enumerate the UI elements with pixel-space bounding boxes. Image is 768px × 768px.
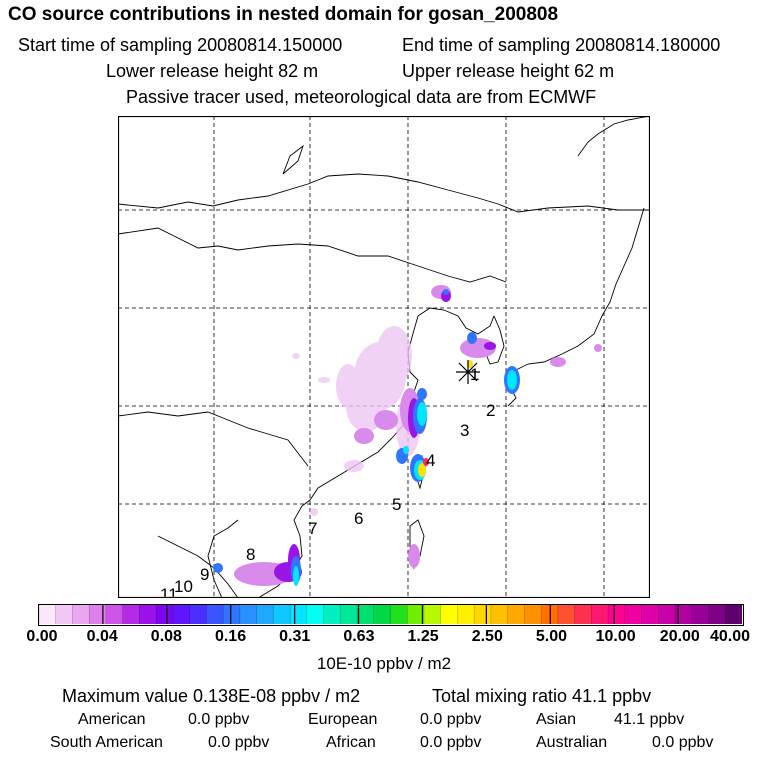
region-european-name: European xyxy=(308,711,378,728)
receptor-label-8: 8 xyxy=(246,545,255,564)
colorbar-cell xyxy=(390,605,408,624)
region-african-value: 0.0 ppbv xyxy=(420,734,482,751)
receptor-marker xyxy=(456,360,480,384)
receptor-label-1: 1 xyxy=(470,365,479,384)
region-american-value: 0.0 ppbv xyxy=(188,711,250,728)
colorbar-cell xyxy=(641,605,659,624)
colorbar xyxy=(38,604,744,626)
colorbar-cell xyxy=(591,605,609,624)
colorbar-cell xyxy=(440,605,459,624)
colorbar-cell xyxy=(691,605,710,624)
region-american-name: American xyxy=(78,711,146,728)
receptor-label-4: 4 xyxy=(426,451,435,470)
colorbar-cell xyxy=(223,605,241,624)
upper-height-label: Upper release height 62 m xyxy=(402,61,615,81)
region-asian-name: Asian xyxy=(536,711,577,728)
colorbar-cell xyxy=(658,605,676,624)
region-european-value: 0.0 ppbv xyxy=(420,711,482,728)
colorbar-cell xyxy=(457,605,475,624)
colorbar-cell xyxy=(39,605,57,624)
total-mixing-ratio: Total mixing ratio 41.1 ppbv xyxy=(432,686,652,706)
region-australian-value: 0.0 ppbv xyxy=(652,734,714,751)
colorbar-cell xyxy=(423,605,442,624)
colorbar-cell xyxy=(172,605,191,624)
colorbar-cell xyxy=(306,605,325,624)
colorbar-cell xyxy=(139,605,157,624)
colorbar-cell xyxy=(122,605,141,624)
tracer-note: Passive tracer used, meteorological data… xyxy=(126,87,597,107)
colorbar-tick-label: 40.00 xyxy=(709,628,751,645)
receptor-label-9: 9 xyxy=(200,565,209,584)
colorbar-cell xyxy=(72,605,90,624)
map-panel: 1 2 3 4 5 6 7 8 9 10 11 xyxy=(118,116,650,598)
colorbar-cell xyxy=(256,605,274,624)
colorbar-cell xyxy=(524,605,542,624)
colorbar-cell xyxy=(708,605,726,624)
colorbar-cell xyxy=(189,605,207,624)
colorbar-cell xyxy=(55,605,74,624)
colorbar-cell xyxy=(725,605,742,624)
receptor-label-5: 5 xyxy=(392,495,401,514)
colorbar-cell xyxy=(290,605,308,624)
colorbar-cell xyxy=(239,605,258,624)
colorbar-tick-label: 10.00 xyxy=(595,628,636,645)
colorbar-cell xyxy=(474,605,492,624)
colorbar-cell xyxy=(675,605,693,624)
receptor-label-10: 10 xyxy=(174,577,193,596)
colorbar-tick-label: 0.16 xyxy=(214,628,247,645)
end-time-label: End time of sampling 20080814.180000 xyxy=(402,35,721,55)
region-asian-value: 41.1 ppbv xyxy=(614,711,685,728)
colorbar-cell xyxy=(373,605,392,624)
colorbar-tick-label: 0.63 xyxy=(343,628,375,645)
region-south-american-value: 0.0 ppbv xyxy=(208,734,270,751)
colorbar-tick-label: 1.25 xyxy=(407,628,439,645)
colorbar-cell xyxy=(156,605,174,624)
colorbar-cell xyxy=(357,605,375,624)
lower-height-label: Lower release height 82 m xyxy=(106,61,319,81)
colorbar-tick-label: 0.00 xyxy=(26,628,58,645)
colorbar-tick-label: 20.00 xyxy=(659,628,700,645)
colorbar-cell xyxy=(507,605,526,624)
colorbar-cell xyxy=(490,605,509,624)
colorbar-cell xyxy=(557,605,576,624)
region-south-american-name: South American xyxy=(50,734,163,751)
colorbar-cell xyxy=(574,605,592,624)
receptor-label-11: 11 xyxy=(160,585,178,598)
colorbar-tick-label: 2.50 xyxy=(471,628,503,645)
region-australian-name: Australian xyxy=(536,734,608,751)
colorbar-tick-label: 5.00 xyxy=(535,628,568,645)
receptor-label-7: 7 xyxy=(308,519,317,538)
colorbar-tick-label: 0.31 xyxy=(279,628,311,645)
colorbar-cell xyxy=(608,605,626,624)
colorbar-tick-label: 0.04 xyxy=(86,628,118,645)
region-african-name: African xyxy=(326,734,376,751)
colorbar-cell xyxy=(206,605,224,624)
receptor-label-2: 2 xyxy=(486,401,495,420)
map-title: CO source contributions in nested domain… xyxy=(8,4,559,25)
colorbar-tick-label: 0.08 xyxy=(150,628,182,645)
colorbar-cell xyxy=(273,605,291,624)
colorbar-cell xyxy=(323,605,341,624)
colorbar-cell xyxy=(624,605,643,624)
maximum-value: Maximum value 0.138E-08 ppbv / m2 xyxy=(62,686,361,706)
colorbar-cell xyxy=(407,605,425,624)
receptor-label-3: 3 xyxy=(460,421,469,440)
receptor-labels: 1 2 3 4 5 6 7 8 9 10 11 xyxy=(160,365,495,598)
start-time-label: Start time of sampling 20080814.150000 xyxy=(18,35,343,55)
colorbar-cell xyxy=(105,605,124,624)
concentration-field xyxy=(213,285,602,586)
colorbar-cell xyxy=(89,605,107,624)
receptor-label-6: 6 xyxy=(354,509,363,528)
colorbar-unit: 10E-10 ppbv / m2 xyxy=(316,654,452,673)
colorbar-cell xyxy=(340,605,358,624)
